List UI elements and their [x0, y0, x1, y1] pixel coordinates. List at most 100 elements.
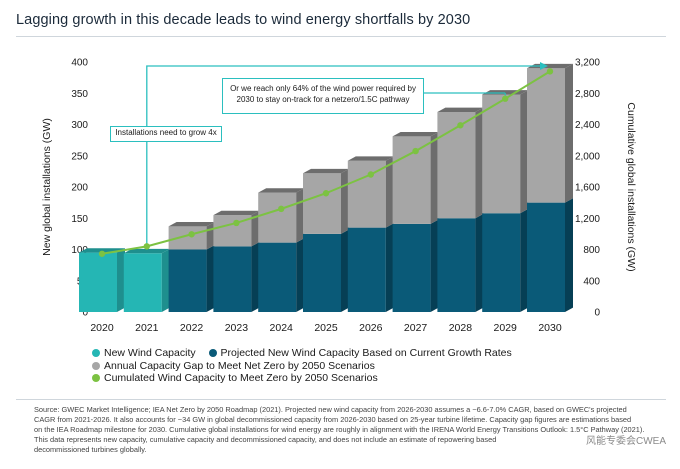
- x-tick-label: 2026: [359, 322, 383, 334]
- bar-gap-2026-side: [385, 156, 394, 228]
- y-tick-label: 250: [71, 151, 88, 162]
- cumulative-point: [188, 231, 195, 238]
- y-tick-label: 300: [71, 120, 88, 131]
- legend-swatch-new: [92, 349, 100, 357]
- annotation-grow-text: Installations need to grow 4x: [115, 128, 217, 137]
- x-tick-label: 2027: [404, 322, 428, 334]
- legend-swatch-projected: [208, 349, 217, 357]
- source-line-1: Source: GWEC Market Intelligence; IEA Ne…: [34, 405, 627, 414]
- bar-new-2021-side: [161, 248, 170, 312]
- bar-projected-2025-front: [303, 233, 341, 312]
- legend-item-cumulative: Cumulated Wind Capacity to Meet Zero by …: [92, 372, 378, 384]
- cumulative-point: [457, 122, 464, 129]
- bar-gap-2027-top: [392, 131, 439, 137]
- bar-new-2021-top: [123, 248, 170, 254]
- annotation-reach-box: Or we reach only 64% of the wind power r…: [222, 78, 424, 114]
- y2-tick-label: 1,600: [575, 183, 600, 194]
- annotation-reach-line1: Or we reach only 64% of the wind power r…: [230, 84, 416, 93]
- bar-projected-2022-front: [168, 249, 207, 312]
- bar-gap-2029-side: [520, 90, 529, 214]
- x-tick-label: 2022: [180, 322, 204, 334]
- bar-gap-2030-top: [527, 63, 573, 69]
- growth-arrow: [146, 65, 542, 245]
- annotation-grow-box: Installations need to grow 4x: [110, 126, 222, 142]
- y-tick-label: 400: [71, 58, 88, 69]
- legend-label-cumulative: Cumulated Wind Capacity to Meet Zero by …: [104, 372, 378, 384]
- x-tick-label: 2021: [135, 322, 159, 334]
- cumulative-point: [233, 219, 240, 227]
- bar-new-2021-front: [123, 253, 162, 312]
- source-line-3: on the IEA Roadmap milestone for 2030. C…: [34, 425, 645, 434]
- legend-label-projected: Projected New Wind Capacity Based on Cur…: [220, 347, 512, 359]
- footer-divider: [16, 399, 666, 400]
- bar-gap-2025-top: [303, 168, 349, 174]
- bar-gap-2028-top: [437, 107, 484, 112]
- chart: 05010015020025030035040004008001,2001,60…: [41, 58, 637, 335]
- source-line-4: This data represents new capacity, cumul…: [34, 435, 497, 444]
- watermark: 风能专委会CWEA: [586, 436, 666, 447]
- y-tick-label: 350: [71, 89, 88, 100]
- bar-gap-2029-front: [482, 94, 521, 214]
- x-tick-label: 2025: [314, 322, 338, 334]
- source-line-5: decommissioned turbines globally.: [34, 445, 147, 454]
- legend-swatch-cumulative: [92, 374, 100, 382]
- bar-projected-2026-side: [385, 223, 394, 312]
- x-tick-label: 2023: [225, 322, 249, 334]
- legend-item-projected: Projected New Wind Capacity Based on Cur…: [208, 347, 512, 359]
- x-tick-label: 2029: [494, 322, 518, 334]
- bar-gap-2027-front: [392, 136, 431, 224]
- cumulative-point: [278, 205, 285, 213]
- cumulative-point: [322, 190, 330, 197]
- bar-projected-2022-side: [206, 245, 215, 312]
- bar-gap-2028-front: [437, 112, 476, 219]
- x-tick-label: 2028: [449, 322, 473, 334]
- legend-label-gap: Annual Capacity Gap to Meet Net Zero by …: [104, 359, 375, 372]
- y-tick-label: 200: [71, 183, 88, 194]
- bar-projected-2028-front: [437, 218, 476, 312]
- chart-title: Lagging growth in this decade leads to w…: [16, 12, 471, 28]
- bar-projected-2030-side: [565, 198, 573, 312]
- bar-gap-2023-side: [251, 210, 260, 247]
- bar-gap-2022-top: [168, 221, 215, 227]
- y-axis-title: New global installations (GW): [41, 118, 53, 256]
- bar-projected-2024-side: [296, 238, 305, 312]
- bar-gap-2025-front: [303, 173, 341, 234]
- bar-projected-2027-side: [430, 219, 439, 312]
- cumulative-point: [98, 250, 106, 257]
- annotation-reach-line2: 2030 to stay on-track for a netzero/1.5C…: [236, 95, 410, 104]
- bar-projected-2023-side: [251, 241, 260, 312]
- cumulative-point: [367, 171, 374, 178]
- cumulative-point: [546, 68, 554, 75]
- bar-gap-2028-side: [475, 107, 484, 219]
- bar-gap-2024-front: [258, 192, 297, 243]
- bar-projected-2026-front: [347, 227, 386, 312]
- y2-tick-label: 2,000: [575, 151, 600, 162]
- bar-gap-2023-top: [213, 210, 260, 216]
- bar-gap-2026-front: [347, 160, 386, 228]
- bar-gap-2026-top: [347, 156, 394, 161]
- y2-tick-label: 400: [583, 276, 600, 287]
- y2-tick-label: 2,800: [575, 89, 600, 100]
- source-line-2: CAGR from 2021-2026. It also accounts fo…: [34, 415, 632, 424]
- cumulative-point: [502, 95, 509, 102]
- y2-tick-label: 2,400: [575, 120, 600, 131]
- legend: New Wind Capacity Projected New Wind Cap…: [92, 347, 522, 385]
- legend-item-gap: Annual Capacity Gap to Meet Net Zero by …: [92, 360, 375, 372]
- title-divider: [16, 36, 666, 37]
- bar-gap-2024-top: [258, 188, 305, 193]
- legend-label-new: New Wind Capacity: [104, 347, 196, 359]
- legend-item-new: New Wind Capacity: [92, 347, 196, 359]
- bar-gap-2027-side: [430, 131, 439, 224]
- bar-new-2020-side: [117, 248, 125, 312]
- y2-tick-label: 0: [594, 308, 600, 319]
- bar-projected-2024-front: [258, 242, 297, 312]
- y-tick-label: 100: [71, 245, 88, 256]
- growth-arrowhead: [540, 62, 548, 70]
- source-note: Source: GWEC Market Intelligence; IEA Ne…: [34, 405, 664, 455]
- y-tick-label: 150: [71, 214, 88, 225]
- bar-projected-2028-side: [475, 213, 484, 312]
- x-tick-label: 2020: [90, 322, 114, 334]
- x-tick-label: 2024: [270, 322, 294, 334]
- y2-tick-label: 1,200: [575, 214, 600, 225]
- bar-new-2020-front: [79, 252, 117, 312]
